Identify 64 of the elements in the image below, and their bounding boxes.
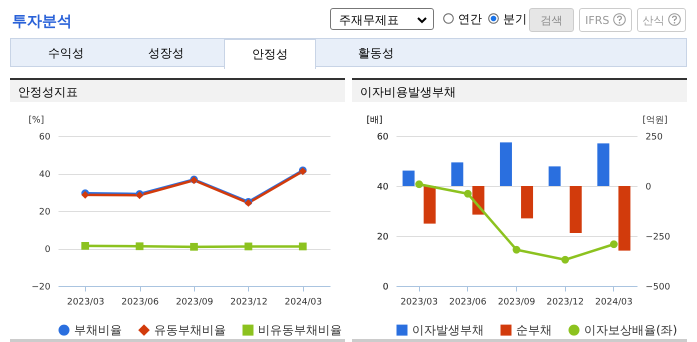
bar	[570, 186, 582, 233]
point	[81, 242, 90, 250]
text: 연간	[456, 11, 482, 28]
text: 산식	[637, 8, 686, 32]
legend-label: 순부채	[516, 323, 552, 338]
bar	[402, 170, 415, 186]
y-tick-label: 0	[44, 245, 51, 255]
point	[298, 242, 307, 250]
y-tick-label: 40	[39, 170, 51, 180]
point	[415, 180, 423, 188]
y-tick-label: 40	[377, 182, 389, 192]
legend-label: 유동부채비율	[154, 323, 226, 338]
text: 안정성	[224, 39, 316, 69]
text: 성장성	[147, 45, 185, 62]
x-tick-label: 2023/12	[230, 298, 268, 308]
bar	[597, 143, 610, 186]
point	[464, 190, 472, 198]
text: 활동성	[357, 45, 395, 62]
y-tick-label: 20	[39, 208, 51, 218]
chart-title: 이자비용발생부채	[352, 78, 687, 102]
text: 수익성	[47, 45, 85, 62]
x-tick-label: 2023/09	[176, 298, 214, 308]
y-tick-label: −20	[32, 282, 51, 292]
x-tick-label: 2023/06	[449, 298, 487, 308]
bar	[451, 162, 464, 186]
bar	[618, 186, 630, 251]
y2-tick-label: 250	[646, 132, 663, 142]
text: 검색	[529, 8, 574, 32]
legend-label: 비유동부채비율	[258, 323, 342, 338]
legend-label: 부채비율	[74, 323, 122, 338]
text: IFRS	[579, 8, 632, 32]
x-tick-label: 2023/12	[546, 298, 584, 308]
point	[512, 246, 520, 254]
x-tick-label: 2023/09	[498, 298, 536, 308]
y-axis-title: [%]	[28, 116, 44, 126]
point	[190, 242, 198, 251]
y-tick-label: 60	[377, 132, 389, 142]
x-tick-label: 2023/06	[121, 298, 160, 308]
point	[561, 256, 570, 264]
point	[610, 240, 618, 248]
legend-label: 이자보상배율(좌)	[584, 323, 678, 338]
x-tick-label: 2023/03	[400, 298, 438, 308]
point	[244, 242, 252, 250]
bar	[548, 166, 561, 186]
text: 투자분석	[12, 12, 72, 31]
y2-tick-label: 0	[646, 182, 652, 192]
bar	[521, 186, 534, 218]
x-tick-label: 2024/03	[284, 298, 322, 308]
y2-tick-label: −250	[646, 232, 670, 242]
text: 분기	[502, 11, 527, 28]
chart-title: 안정성지표	[10, 78, 345, 102]
y-tick-label: 60	[39, 132, 51, 142]
bar	[500, 142, 512, 186]
y-tick-label: 20	[377, 232, 389, 242]
y2-axis-title: [억원]	[642, 116, 668, 126]
y-axis-title: [배]	[366, 116, 383, 126]
x-tick-label: 2023/03	[67, 298, 104, 308]
bar	[424, 186, 436, 224]
y-tick-label: 0	[382, 282, 389, 292]
y2-tick-label: −500	[646, 282, 670, 292]
text: 주재무제표	[330, 8, 434, 30]
legend-label: 이자발생부채	[412, 323, 484, 338]
point	[136, 242, 144, 250]
x-tick-label: 2024/03	[595, 298, 633, 308]
